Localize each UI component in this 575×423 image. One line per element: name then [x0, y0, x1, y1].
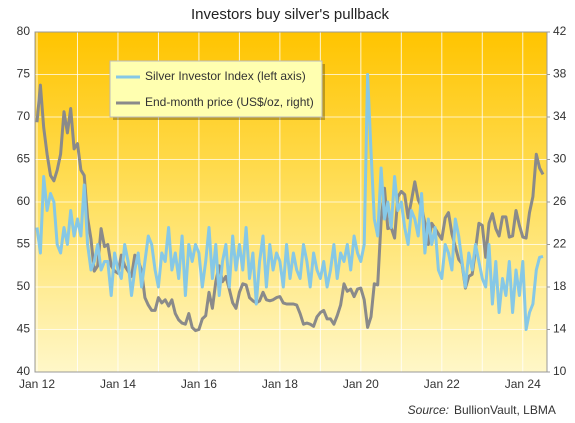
legend-label: End-month price (US$/oz, right) — [145, 95, 314, 109]
y2-tick-label: 38 — [553, 67, 567, 81]
lines — [35, 73, 545, 333]
series-line — [35, 83, 545, 333]
y-tick-label: 45 — [17, 322, 31, 336]
y2-tick-label: 14 — [553, 322, 567, 336]
x-tick-label: Jan 16 — [181, 377, 217, 391]
y-tick-label: 40 — [17, 364, 31, 378]
x-tick-label: Jan 24 — [505, 377, 541, 391]
y2-tick-label: 10 — [553, 364, 567, 378]
y2-tick-label: 34 — [553, 109, 567, 123]
y2-tick-label: 22 — [553, 237, 567, 251]
y-tick-label: 80 — [17, 24, 31, 38]
x-tick-label: Jan 14 — [100, 377, 136, 391]
y-tick-label: 65 — [17, 152, 31, 166]
y-tick-label: 60 — [17, 194, 31, 208]
x-tick-label: Jan 18 — [262, 377, 298, 391]
y-tick-label: 75 — [17, 67, 31, 81]
y2-tick-label: 42 — [553, 24, 567, 38]
chart-title: Investors buy silver's pullback — [191, 6, 389, 23]
legend-box — [109, 60, 323, 118]
source: BullionVault, LBMA — [454, 403, 556, 417]
y2-tick-label: 26 — [553, 194, 567, 208]
legend-label: Silver Investor Index (left axis) — [145, 69, 306, 83]
x-tick-label: Jan 12 — [19, 377, 55, 391]
y-tick-label: 55 — [17, 237, 31, 251]
series-line — [35, 73, 544, 331]
y-tick-label: 50 — [17, 279, 31, 293]
y-tick-label: 70 — [17, 109, 31, 123]
legend: Silver Investor Index (left axis) End-mo… — [109, 60, 325, 120]
source-label: Source: — [408, 403, 449, 417]
plot-border — [34, 31, 548, 373]
x-tick-label: Jan 20 — [343, 377, 379, 391]
axes: 40 45 50 55 60 65 70 75 80 10 14 18 22 26 30 34 38 42 Jan … — [17, 24, 567, 391]
x-tick-label: Jan 22 — [424, 377, 460, 391]
y2-tick-label: 18 — [553, 279, 567, 293]
y2-tick-label: 30 — [553, 152, 567, 166]
